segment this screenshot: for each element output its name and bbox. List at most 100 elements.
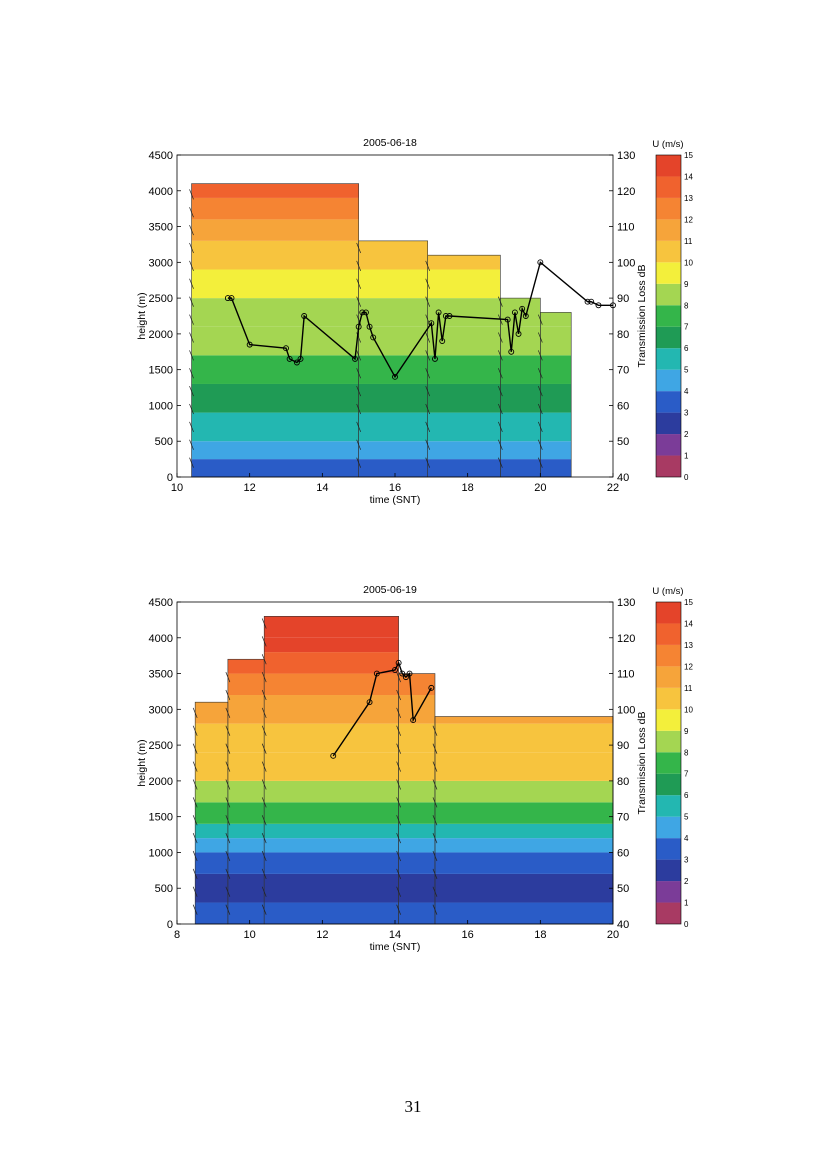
y-tick-label: 4500 <box>149 150 173 162</box>
colorbar-tick-label: 15 <box>684 598 693 607</box>
wind-barb <box>538 368 543 379</box>
transmission-loss-line <box>227 261 613 379</box>
wind-barb <box>261 707 267 719</box>
transmission-loss-point <box>446 313 453 319</box>
colorbar-tick-label: 8 <box>684 301 689 310</box>
colorbar-segment <box>656 881 681 903</box>
x-axis-label: time (SNT) <box>370 494 421 506</box>
x-tick-label: 16 <box>462 929 474 941</box>
x-tick-label: 18 <box>462 482 474 494</box>
wind-barb <box>432 904 438 915</box>
x-tick-label: 14 <box>316 482 328 494</box>
y-tick-label: 4000 <box>149 633 173 645</box>
colorbar-tick-label: 4 <box>684 834 689 843</box>
wind-barb <box>432 743 438 754</box>
wind-barb <box>396 850 401 862</box>
colorbar-tick-label: 9 <box>684 727 689 736</box>
wind-barb <box>356 439 361 450</box>
transmission-loss-point <box>584 298 591 305</box>
y-tick-label: 2500 <box>149 740 173 752</box>
transmission-loss-point <box>610 302 616 309</box>
y-tick-label: 4500 <box>149 597 173 609</box>
colorbar-tick-label: 15 <box>684 151 693 160</box>
transmission-loss-line <box>332 661 432 757</box>
colorbar-tick-label: 0 <box>684 473 689 482</box>
colorbar-segment <box>656 666 681 688</box>
colorbar-tick-label: 3 <box>684 409 689 418</box>
wind-barb <box>225 707 231 719</box>
transmission-loss-point <box>301 313 308 319</box>
x-tick-label: 12 <box>244 482 256 494</box>
wind-barb <box>192 779 198 790</box>
y-tick-label: 2000 <box>149 776 173 788</box>
x-tick-label: 10 <box>244 929 256 941</box>
y-tick-label: 3500 <box>149 669 173 681</box>
wind-band <box>195 752 613 781</box>
wind-band <box>191 412 572 442</box>
x-tick-label: 8 <box>174 929 180 941</box>
wind-band <box>195 673 613 696</box>
transmission-loss-point <box>392 667 398 673</box>
y-tick-label: 1000 <box>149 847 173 859</box>
wind-barb <box>356 386 361 397</box>
colorbar-tick-label: 0 <box>684 920 689 929</box>
colorbar-tick-label: 2 <box>684 430 689 439</box>
colorbar-tick-label: 9 <box>684 280 689 289</box>
wind-barb <box>189 207 194 218</box>
wind-barb <box>261 689 267 701</box>
wind-barb <box>432 833 438 844</box>
wind-barb <box>432 761 438 772</box>
colorbar-tick-label: 12 <box>684 215 693 224</box>
wind-barb <box>538 421 543 433</box>
colorbar-tick-label: 7 <box>684 770 689 779</box>
wind-band <box>195 823 613 839</box>
wind-barb <box>425 403 431 415</box>
wind-barb <box>432 868 438 880</box>
transmission-loss-point <box>355 323 362 330</box>
y-tick-label: 2500 <box>149 293 173 305</box>
x-tick-label: 18 <box>534 929 546 941</box>
y-axis-label: height (m) <box>136 739 148 786</box>
transmission-loss-point <box>366 323 373 330</box>
transmission-loss-point <box>504 316 511 323</box>
wind-barb <box>261 886 267 897</box>
transmission-loss-point <box>428 320 435 327</box>
transmission-loss-point <box>595 302 602 309</box>
wind-barb <box>225 868 231 880</box>
y2-tick-label: 60 <box>617 847 629 859</box>
wind-band <box>195 802 613 824</box>
transmission-loss-point <box>228 295 235 302</box>
wind-barb <box>432 850 438 862</box>
wind-barb <box>432 815 438 826</box>
wind-barb <box>192 868 198 880</box>
wind-barb <box>396 707 401 719</box>
wind-barb <box>538 457 543 468</box>
wind-band <box>191 183 572 198</box>
wind-barb <box>498 403 503 415</box>
wind-barb <box>192 761 198 772</box>
wind-barb <box>356 421 361 433</box>
colorbar-segment <box>656 602 681 624</box>
y-tick-label: 0 <box>167 472 173 484</box>
wind-barb <box>261 779 267 790</box>
wind-barb <box>396 833 401 844</box>
y-tick-label: 3000 <box>149 257 173 269</box>
wind-barb <box>261 618 267 629</box>
wind-band <box>195 852 613 874</box>
y-tick-label: 1500 <box>149 365 173 377</box>
wind-barb <box>538 332 543 343</box>
wind-barb <box>189 403 194 415</box>
colorbar-tick-label: 14 <box>684 619 693 628</box>
wind-barb <box>192 743 198 754</box>
colorbar-tick-label: 6 <box>684 344 689 353</box>
wind-barb <box>538 439 543 450</box>
wind-barb <box>192 850 198 862</box>
wind-barb <box>189 350 194 361</box>
wind-barb <box>432 886 438 897</box>
wind-barb <box>356 457 361 468</box>
wind-barb <box>425 350 431 361</box>
colorbar-segment <box>656 176 681 198</box>
wind-barb <box>498 296 503 307</box>
wind-barb <box>189 368 194 379</box>
y2-tick-label: 80 <box>617 329 629 341</box>
